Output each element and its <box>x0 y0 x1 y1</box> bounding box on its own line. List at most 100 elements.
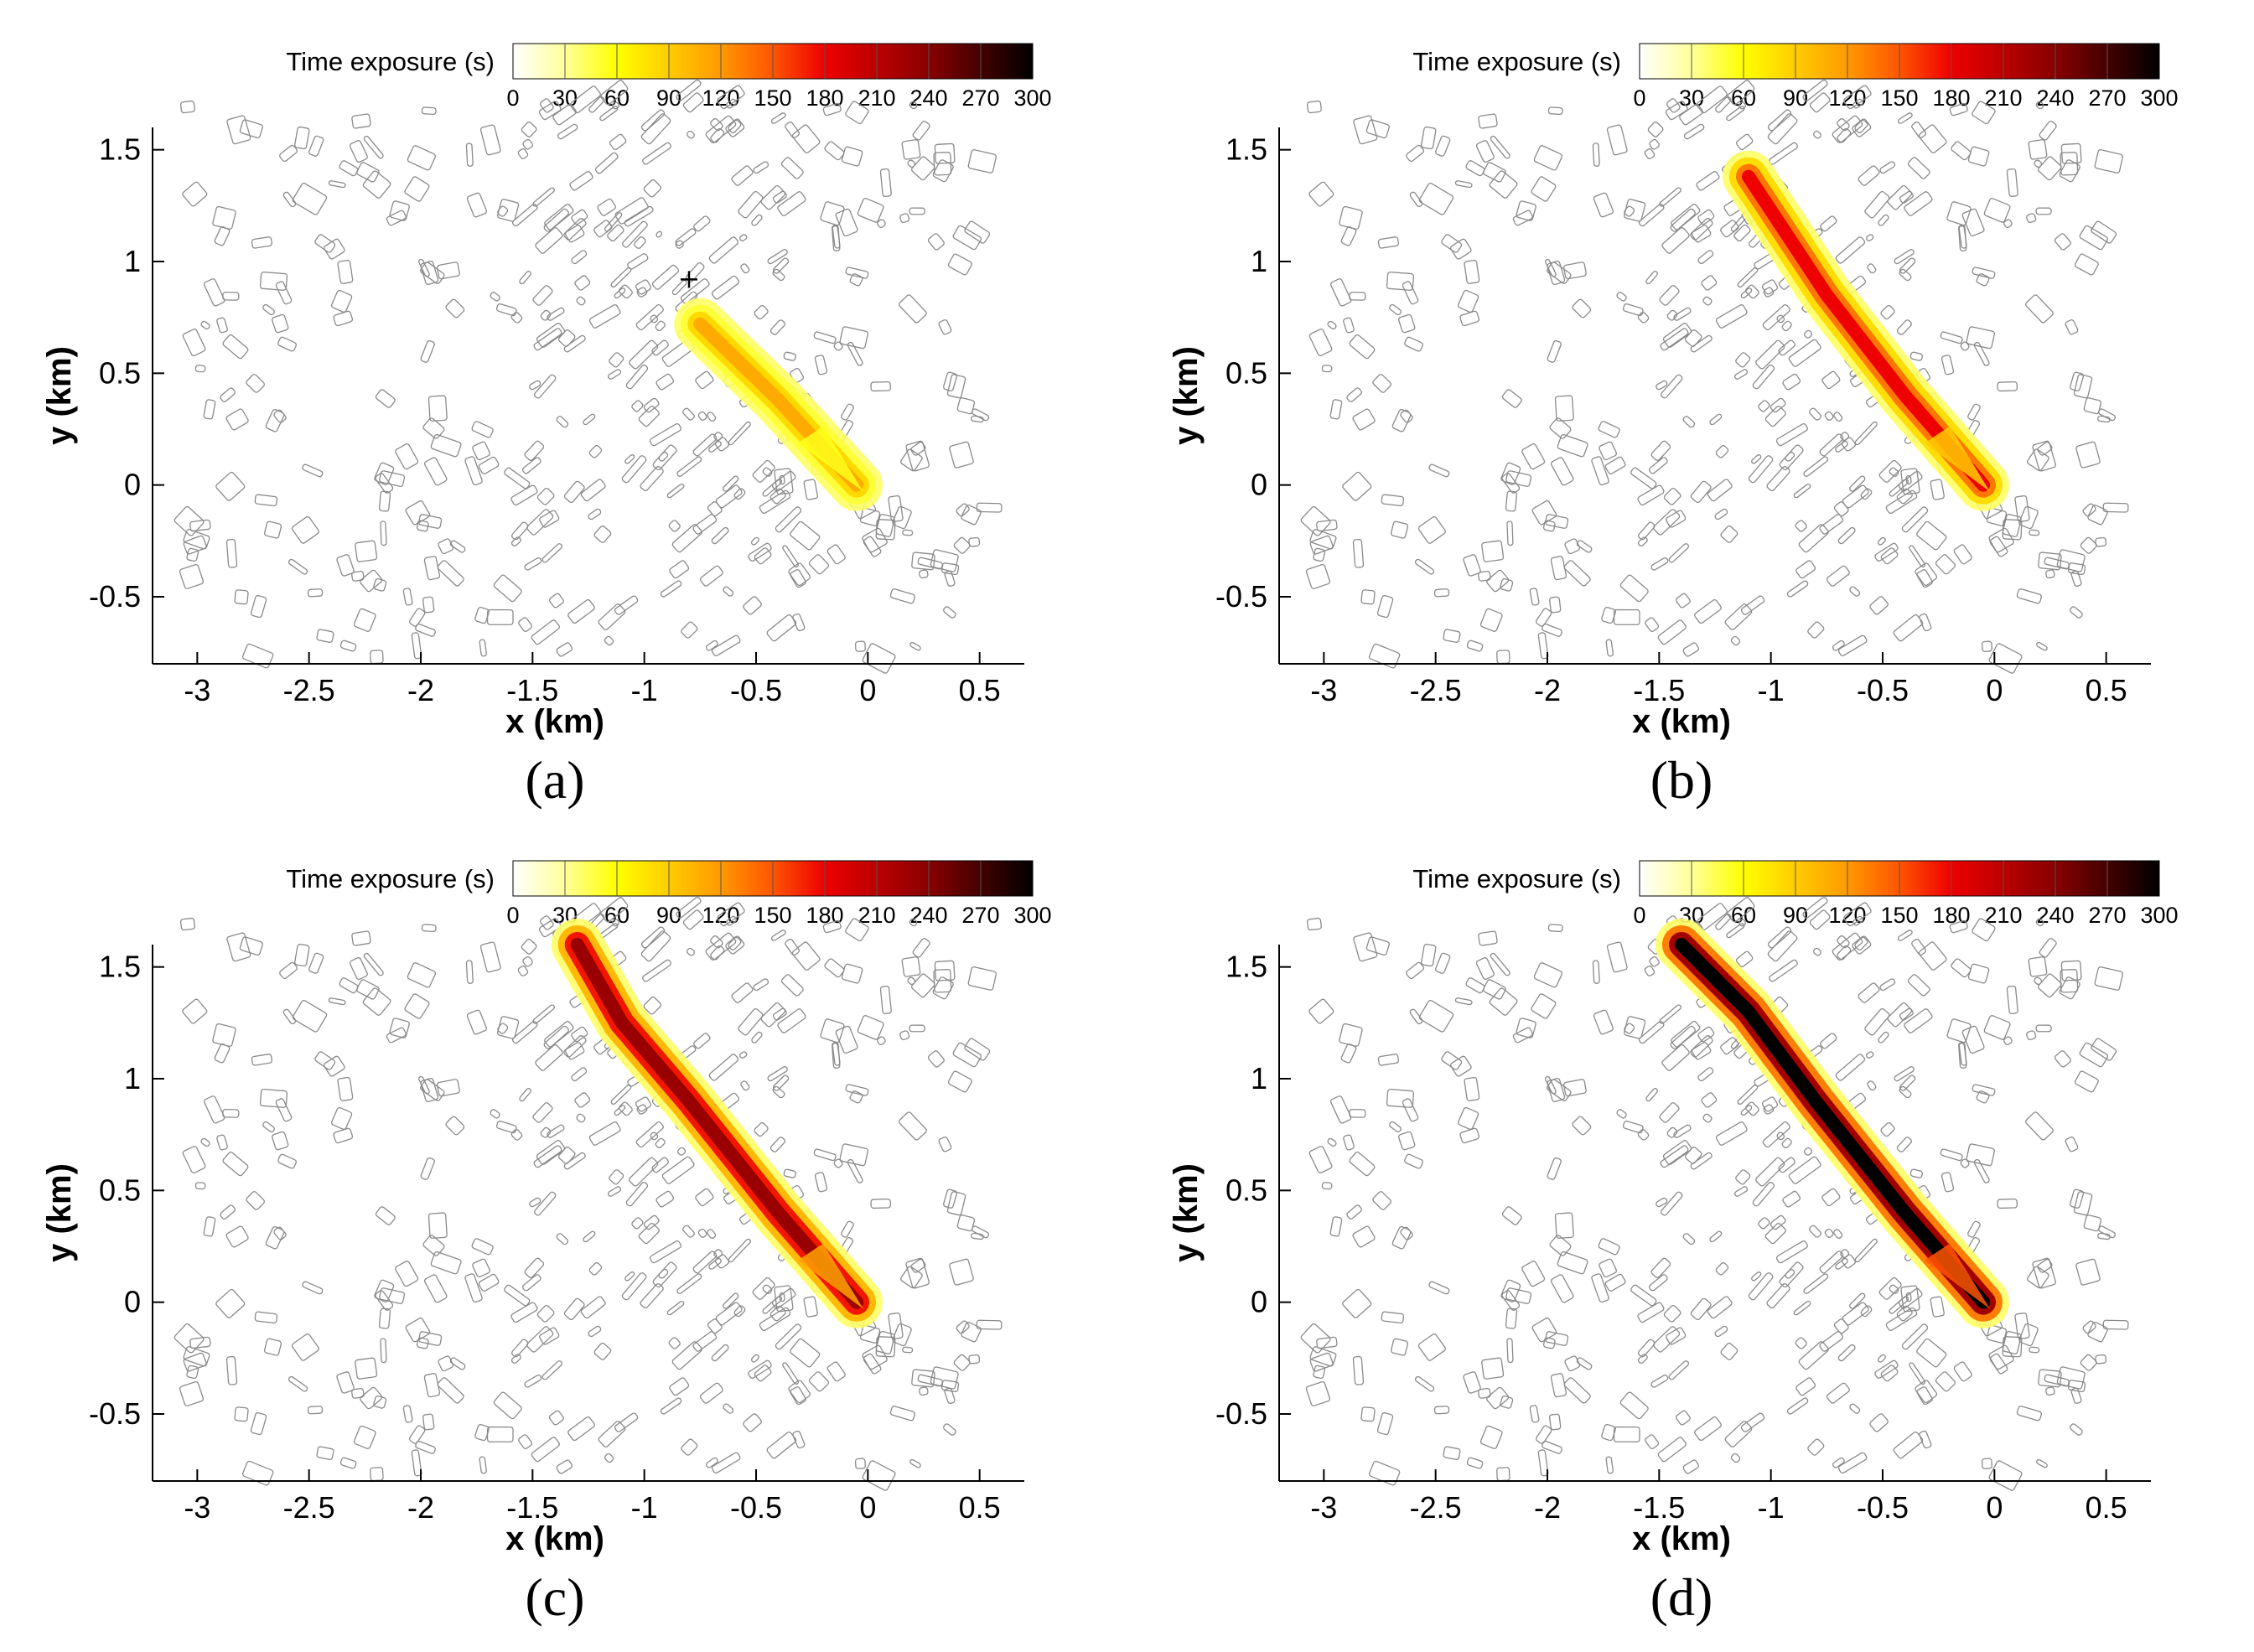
building-outline <box>1428 463 1450 478</box>
building-outline <box>1782 1190 1801 1208</box>
building-outline <box>779 1292 785 1302</box>
y-tick-label: 1 <box>124 244 141 278</box>
building-outline <box>1701 275 1718 291</box>
building-outline <box>1918 941 1947 971</box>
building-outline <box>728 421 751 446</box>
building-outline <box>544 204 574 230</box>
building-outline <box>1715 1262 1729 1276</box>
building-outline <box>1690 1152 1713 1170</box>
building-outline <box>1679 103 1703 126</box>
building-outline <box>610 267 632 288</box>
building-outline <box>750 536 759 546</box>
colorbar-tick-label: 270 <box>2088 903 2126 928</box>
building-outline <box>967 966 997 991</box>
building-outline <box>642 142 671 165</box>
building-outline <box>854 640 866 652</box>
building-outline <box>598 1421 626 1447</box>
building-outline <box>695 370 714 390</box>
building-outline <box>1647 122 1664 137</box>
building-outline <box>1500 1395 1514 1409</box>
building-outline <box>769 319 785 335</box>
building-outline <box>533 374 557 399</box>
building-outline <box>1889 467 1899 477</box>
building-outline <box>386 210 407 226</box>
building-outline <box>772 1085 785 1099</box>
x-tick-label: -2 <box>407 1490 434 1525</box>
building-outline <box>183 1346 210 1367</box>
building-outline <box>1835 1054 1866 1081</box>
building-outline <box>808 554 830 575</box>
building-outline <box>711 1452 741 1474</box>
building-outline <box>715 484 743 509</box>
building-outline <box>621 1272 647 1301</box>
y-axis-label: y (km) <box>1168 346 1205 445</box>
y-tick-label: -0.5 <box>89 579 141 614</box>
building-outline <box>1813 130 1821 139</box>
building-outline <box>510 484 538 506</box>
building-outline <box>251 1054 273 1066</box>
building-outline <box>536 323 566 348</box>
building-outline <box>2035 101 2044 110</box>
building-outline <box>952 1042 982 1068</box>
building-outline <box>541 543 563 563</box>
plume <box>1656 919 2009 1328</box>
building-outline <box>593 220 613 238</box>
building-outline <box>564 1042 585 1060</box>
x-axis-label: x (km) <box>1632 703 1731 740</box>
building-outline <box>2044 1374 2070 1387</box>
building-outline <box>356 979 380 1000</box>
building-outline <box>220 387 236 402</box>
building-outline <box>275 281 293 305</box>
building-outline <box>1321 365 1333 373</box>
building-outline <box>1788 339 1821 367</box>
building-outline <box>614 197 649 225</box>
building-outline <box>1767 930 1798 962</box>
building-outline <box>374 462 395 485</box>
building-outline <box>952 225 982 251</box>
building-outline <box>1813 947 1821 956</box>
building-outline <box>625 1182 649 1207</box>
building-outline <box>2032 440 2056 472</box>
building-outline <box>1501 389 1522 408</box>
building-outline <box>1904 1008 1933 1033</box>
building-outline <box>775 1323 802 1350</box>
building-outline <box>1637 1129 1650 1141</box>
building-outline <box>2067 562 2086 576</box>
building-outline <box>1352 538 1365 568</box>
building-outline <box>1593 1009 1614 1035</box>
building-outline <box>820 1018 845 1044</box>
colorbar-tick-label: 0 <box>506 85 519 111</box>
building-outline <box>1619 574 1649 603</box>
building-outline <box>1624 199 1646 222</box>
building-outline <box>600 80 629 106</box>
building-outline <box>1764 1223 1786 1245</box>
building-outline <box>1899 1085 1912 1099</box>
building-outline <box>1983 198 2011 223</box>
building-outline <box>422 1235 445 1256</box>
building-outline <box>1660 374 1683 399</box>
building-outline <box>651 264 680 290</box>
building-outline <box>1833 501 1849 517</box>
building-outline <box>1795 560 1816 579</box>
building-outline <box>2027 448 2049 472</box>
building-outline <box>1443 1446 1461 1460</box>
building-outline <box>540 309 552 321</box>
building-outline <box>1909 545 1925 567</box>
x-tick-label: -3 <box>1310 1490 1337 1525</box>
building-outline <box>1832 1457 1845 1468</box>
building-outline <box>1730 635 1741 646</box>
building-outline <box>504 1284 531 1307</box>
building-outline <box>1675 1410 1691 1426</box>
building-outline <box>1533 962 1563 988</box>
building-outline <box>1665 101 1688 121</box>
building-outline <box>588 304 621 329</box>
building-outline <box>355 540 378 562</box>
building-outline <box>557 1147 576 1164</box>
building-outline <box>1733 224 1751 242</box>
building-outline <box>599 106 619 122</box>
building-outline <box>330 289 353 313</box>
building-outline <box>1837 118 1850 132</box>
building-outline <box>943 606 956 619</box>
building-outline <box>472 1258 490 1278</box>
colorbar-tick-label: 90 <box>656 903 681 928</box>
